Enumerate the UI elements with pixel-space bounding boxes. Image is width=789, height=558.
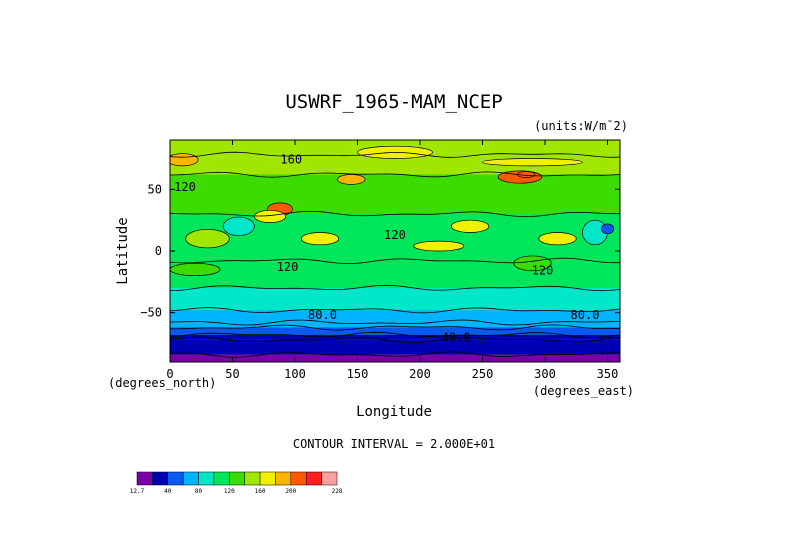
x-tick-label: 350 <box>597 367 619 381</box>
zonal-band <box>170 354 620 362</box>
colorbar-swatch <box>152 471 169 486</box>
colorbar-tick-label: 40 <box>164 488 172 495</box>
colorbar-swatch <box>275 471 292 486</box>
y-tick-label: 50 <box>148 182 162 196</box>
x-tick-label: 150 <box>347 367 369 381</box>
zonal-band <box>170 288 620 311</box>
x-tick-label: 200 <box>409 367 431 381</box>
contour-line <box>170 151 620 158</box>
contour-label: 120 <box>384 228 406 242</box>
zonal-band <box>170 339 620 355</box>
colorbar: 12.7 40 80 120 160 200 228 <box>130 471 343 495</box>
field-feature <box>337 174 366 185</box>
contour-line <box>170 331 620 338</box>
x-axis-label: Longitude <box>356 404 432 420</box>
field-feature <box>413 240 465 252</box>
contour-label: 160 <box>280 153 302 167</box>
units-label: (units:W/m¯2) <box>534 119 628 133</box>
colorbar-swatch <box>259 471 276 486</box>
contour-line <box>170 284 620 292</box>
field-feature <box>254 209 286 223</box>
colorbar-swatch <box>290 471 307 486</box>
y-tick-label: −50 <box>140 306 162 320</box>
contour-line <box>170 257 620 264</box>
field-feature <box>538 232 577 246</box>
colorbar-swatch <box>182 471 199 486</box>
zonal-band <box>170 334 620 340</box>
contour-line <box>170 351 620 358</box>
field-feature <box>222 216 255 236</box>
field-feature <box>450 219 490 233</box>
field-feature <box>185 229 230 249</box>
colorbar-tick-label: 200 <box>285 488 296 495</box>
colorbar-swatch <box>321 471 338 486</box>
contour-line <box>170 336 620 343</box>
colorbar-swatch <box>229 471 245 486</box>
x-tick-label: 300 <box>534 367 556 381</box>
colorbar-swatch <box>305 471 322 486</box>
colorbar-swatch <box>167 471 184 486</box>
x-tick-label: 50 <box>225 367 239 381</box>
contour-line <box>170 210 620 218</box>
field-feature <box>170 262 221 277</box>
colorbar-tick-label: 12.7 <box>130 488 145 495</box>
chart-title: USWRF_1965-MAM_NCEP <box>285 91 502 113</box>
contour-line <box>170 324 620 331</box>
x-tick-label: 250 <box>472 367 494 381</box>
y-unit-note: (degrees_north) <box>108 376 216 390</box>
colorbar-swatch <box>244 471 261 486</box>
colorbar-tick-label: 120 <box>224 488 235 495</box>
colorbar-swatch <box>136 471 153 486</box>
zonal-band <box>170 327 620 335</box>
field-feature <box>600 223 615 235</box>
contour-label: 80.0 <box>571 308 600 322</box>
colorbar-tick-label: 80 <box>195 488 203 495</box>
zonal-band <box>170 322 620 328</box>
contour-line <box>170 171 620 178</box>
contour-interval-text: CONTOUR INTERVAL = 2.000E+01 <box>293 437 495 451</box>
field-feature <box>170 153 199 167</box>
colorbar-tick-label: 160 <box>255 488 266 495</box>
x-unit-note: (degrees_east) <box>533 384 634 398</box>
contour-label: 80.0 <box>308 308 337 322</box>
colorbar-swatch <box>198 471 215 486</box>
contour-label: 120 <box>532 264 554 278</box>
y-tick-label: 0 <box>155 244 162 258</box>
x-tick-label: 100 <box>284 367 306 381</box>
y-axis-label: Latitude <box>115 217 131 284</box>
zonal-band <box>170 174 620 214</box>
plot-area <box>170 140 620 362</box>
contour-label: 40.0 <box>442 330 471 344</box>
colorbar-swatch <box>213 471 230 486</box>
colorbar-tick-label: 228 <box>332 488 343 495</box>
contour-line <box>170 319 620 326</box>
contour-label: 120 <box>277 260 299 274</box>
field-feature <box>300 232 340 246</box>
field-feature <box>482 158 583 167</box>
x-tick-label: 0 <box>166 367 173 381</box>
contour-line <box>170 307 620 314</box>
zonal-band <box>170 310 620 323</box>
contour-label: 120 <box>174 180 196 194</box>
